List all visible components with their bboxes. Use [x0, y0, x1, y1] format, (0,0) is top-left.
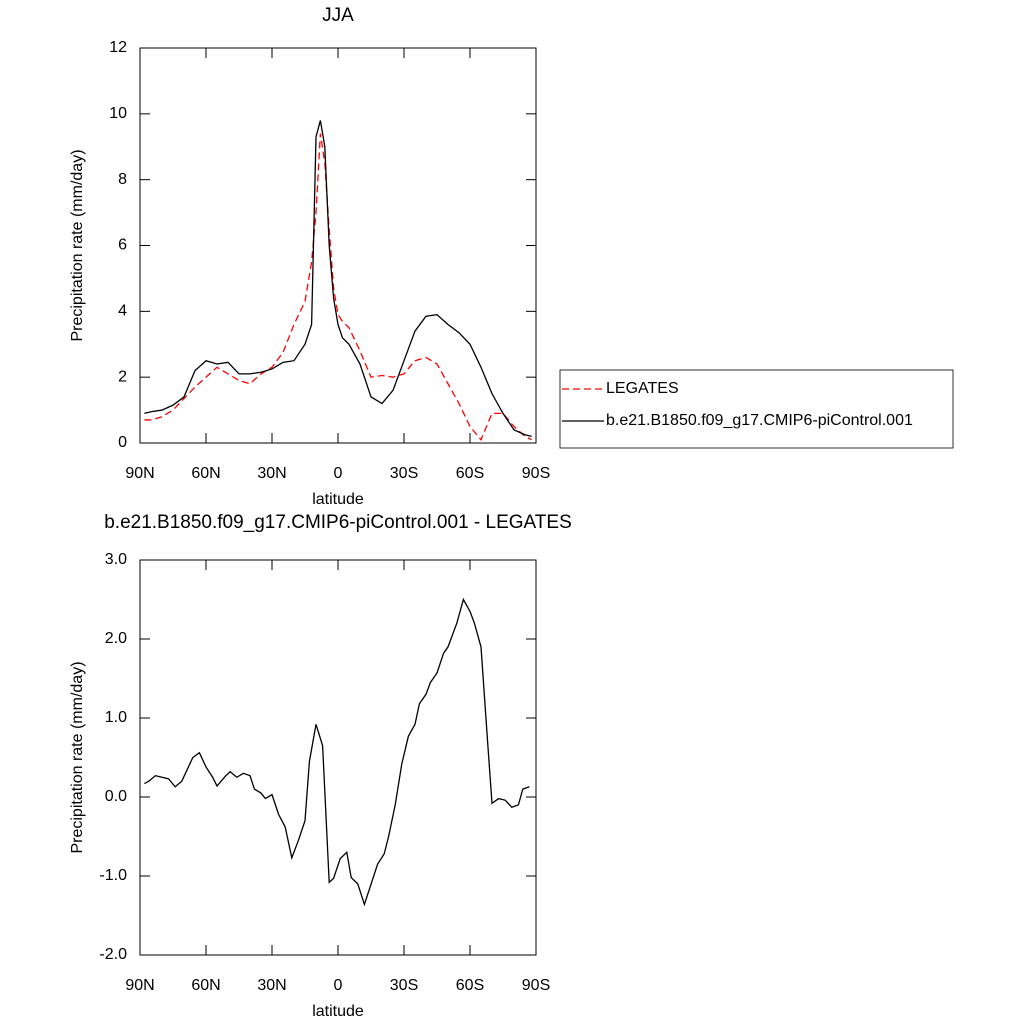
y-tick-label: 8 [118, 171, 127, 188]
legend-label: LEGATES [606, 380, 679, 397]
legend-label: b.e21.B1850.f09_g17.CMIP6-piControl.001 [606, 412, 913, 429]
y-tick-label: 6 [118, 237, 127, 254]
y-tick-label: 1.0 [105, 709, 127, 726]
x-tick-label: 0 [334, 465, 343, 482]
series-line [144, 597, 530, 907]
x-tick-label: 60S [456, 977, 484, 994]
series-line [144, 120, 532, 438]
x-axis-label: latitude [312, 1003, 364, 1020]
y-tick-label: 10 [109, 105, 127, 122]
x-tick-label: 30S [390, 465, 418, 482]
y-tick-label: -1.0 [99, 867, 127, 884]
y-tick-label: 2.0 [105, 630, 127, 647]
x-tick-label: 60S [456, 465, 484, 482]
x-tick-label: 30N [257, 977, 286, 994]
x-tick-label: 90S [522, 977, 550, 994]
x-tick-label: 30S [390, 977, 418, 994]
y-tick-label: 4 [118, 303, 127, 320]
x-tick-label: 90S [522, 465, 550, 482]
legend-box [559, 369, 954, 449]
y-tick-label: 3.0 [105, 551, 127, 568]
x-tick-label: 60N [191, 465, 220, 482]
y-axis-label: Precipitation rate (mm/day) [69, 149, 86, 341]
x-tick-label: 90N [125, 465, 154, 482]
y-tick-label: 12 [109, 39, 127, 56]
y-tick-label: 0 [118, 434, 127, 451]
y-tick-label: 0.0 [105, 788, 127, 805]
x-tick-label: 60N [191, 977, 220, 994]
x-tick-label: 90N [125, 977, 154, 994]
chart-title: JJA [322, 5, 354, 26]
x-axis-label: latitude [312, 491, 364, 508]
y-axis-label: Precipitation rate (mm/day) [69, 661, 86, 853]
plot-frame [139, 559, 537, 956]
x-tick-label: 30N [257, 465, 286, 482]
series-line [144, 133, 532, 441]
chart-title: b.e21.B1850.f09_g17.CMIP6-piControl.001 … [104, 512, 572, 533]
y-tick-label: 2 [118, 368, 127, 385]
y-tick-label: -2.0 [99, 946, 127, 963]
x-tick-label: 0 [334, 977, 343, 994]
